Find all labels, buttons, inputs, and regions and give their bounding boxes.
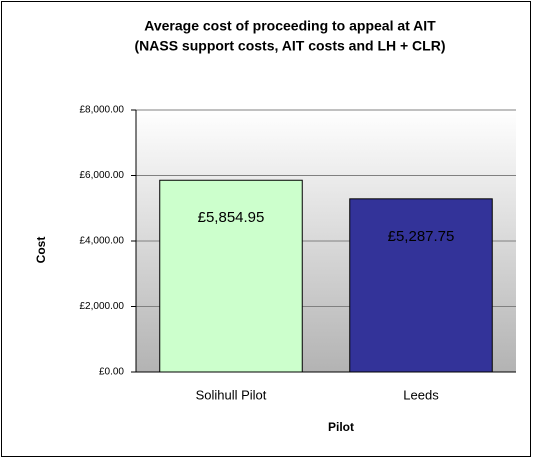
- y-axis-title: Cost: [34, 237, 48, 264]
- y-tick-label: £8,000.00: [80, 105, 125, 116]
- y-tick-label: £4,000.00: [80, 236, 125, 247]
- chart-title: Average cost of proceeding to appeal at …: [144, 18, 436, 34]
- data-label: £5,854.95: [198, 209, 265, 226]
- bar: [159, 179, 303, 373]
- x-tick-label: Leeds: [403, 387, 439, 402]
- x-axis-title: Pilot: [328, 420, 354, 434]
- y-tick-label: £2,000.00: [80, 301, 125, 312]
- bar: [349, 198, 493, 373]
- x-tick-label: Solihull Pilot: [196, 387, 267, 402]
- chart-title: (NASS support costs, AIT costs and LH + …: [134, 38, 445, 54]
- data-label: £5,287.75: [388, 228, 455, 245]
- y-tick-label: £6,000.00: [80, 170, 125, 181]
- y-tick-label: £0.00: [99, 367, 124, 378]
